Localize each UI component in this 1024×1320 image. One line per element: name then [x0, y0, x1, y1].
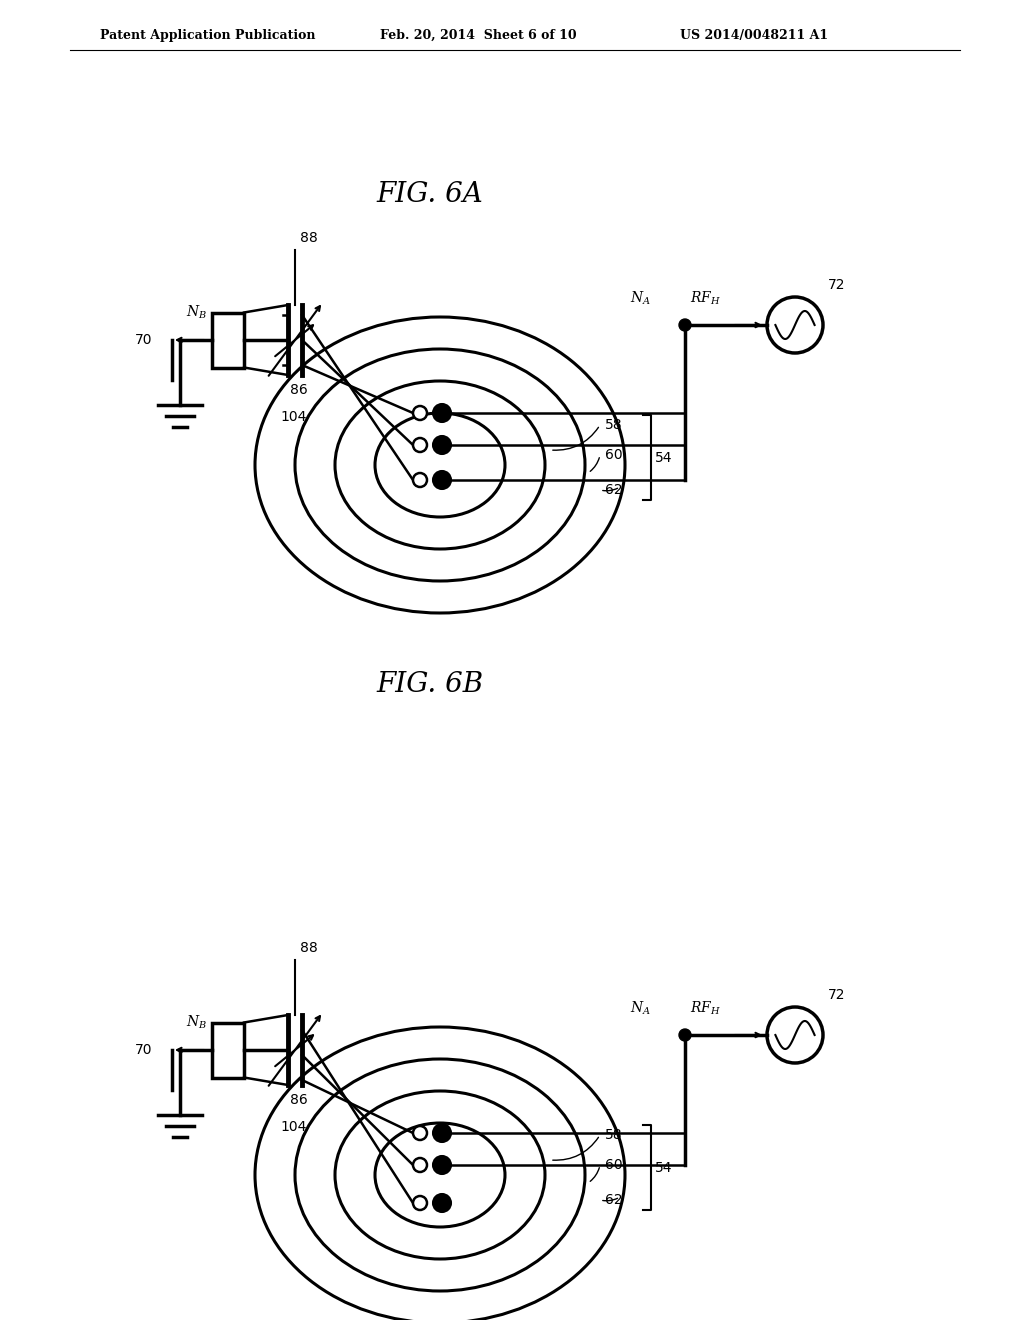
Text: FIG. 6A: FIG. 6A	[377, 181, 483, 209]
Circle shape	[433, 1125, 451, 1142]
Text: 86: 86	[290, 1093, 308, 1107]
Text: 54: 54	[655, 450, 673, 465]
Text: $RF_H$: $RF_H$	[690, 999, 721, 1016]
Text: $N_B$: $N_B$	[185, 304, 207, 321]
Text: 62: 62	[605, 483, 623, 498]
Bar	[212, 313, 244, 367]
Text: 70: 70	[134, 333, 152, 347]
Text: 60: 60	[605, 447, 623, 462]
Text: 72: 72	[828, 279, 846, 292]
Text: 72: 72	[828, 987, 846, 1002]
Text: FIG. 6B: FIG. 6B	[377, 672, 483, 698]
Text: $N_B$: $N_B$	[185, 1014, 207, 1031]
Text: 104: 104	[280, 1119, 306, 1134]
Circle shape	[433, 436, 451, 454]
Text: 88: 88	[300, 941, 317, 954]
Circle shape	[413, 1158, 427, 1172]
Text: $N_A$: $N_A$	[630, 999, 650, 1016]
Text: 70: 70	[134, 1043, 152, 1057]
Text: 88: 88	[300, 231, 317, 246]
Text: $RF_H$: $RF_H$	[690, 289, 721, 308]
Text: Patent Application Publication: Patent Application Publication	[100, 29, 315, 41]
Circle shape	[413, 407, 427, 420]
Circle shape	[679, 1030, 691, 1041]
Text: 60: 60	[605, 1158, 623, 1172]
Text: 58: 58	[605, 418, 623, 432]
Circle shape	[679, 319, 691, 331]
Bar	[212, 1023, 244, 1077]
Circle shape	[433, 1195, 451, 1212]
Text: Feb. 20, 2014  Sheet 6 of 10: Feb. 20, 2014 Sheet 6 of 10	[380, 29, 577, 41]
Circle shape	[413, 1126, 427, 1140]
Text: $N_A$: $N_A$	[630, 289, 650, 308]
Text: 54: 54	[655, 1160, 673, 1175]
Circle shape	[413, 473, 427, 487]
Text: US 2014/0048211 A1: US 2014/0048211 A1	[680, 29, 828, 41]
Text: 104: 104	[280, 411, 306, 424]
Circle shape	[433, 404, 451, 422]
Text: 86: 86	[290, 383, 308, 397]
Circle shape	[433, 471, 451, 488]
Circle shape	[433, 1156, 451, 1173]
Circle shape	[413, 438, 427, 451]
Circle shape	[413, 1196, 427, 1210]
Text: 62: 62	[605, 1193, 623, 1206]
Text: 58: 58	[605, 1129, 623, 1142]
